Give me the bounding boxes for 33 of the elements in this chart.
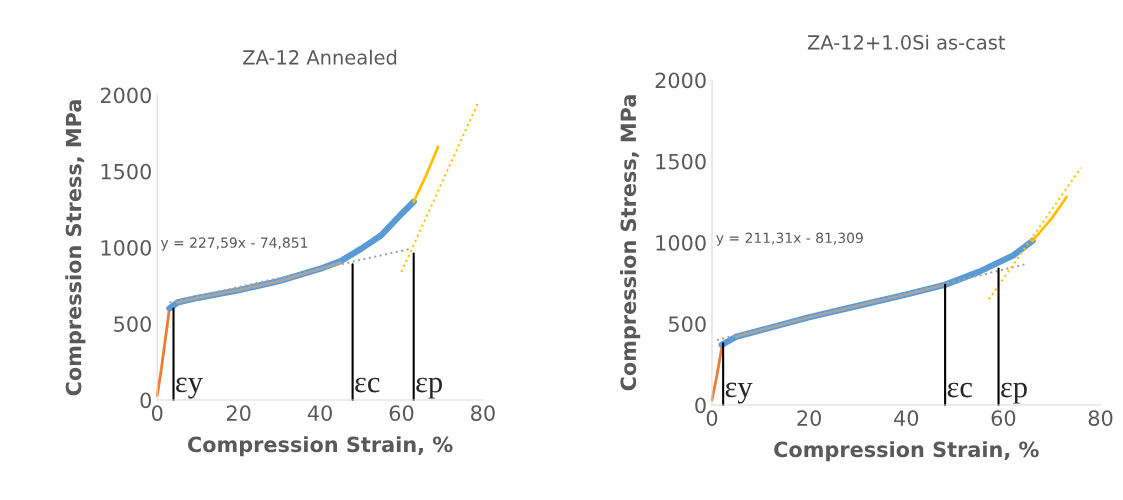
annotation: εp <box>416 377 442 399</box>
y-tick-label: 500 <box>668 316 706 332</box>
annotation: y = 211,31x - 81,309 <box>716 232 863 246</box>
x-tick-label: 0 <box>706 410 718 426</box>
annotation: εy <box>725 382 753 404</box>
x-tick-label: 60 <box>991 410 1016 426</box>
x-axis-title: Compression Strain, % <box>774 441 1039 462</box>
annotation: y = 227,59x - 74,851 <box>160 237 308 251</box>
y-tick-label: 1500 <box>656 153 706 170</box>
x-tick-label: 40 <box>307 405 332 421</box>
y-tick-label: 1000 <box>656 234 706 251</box>
x-axis-title: Compression Strain, % <box>187 436 453 457</box>
y-axis-title: Compression Stress, MPa <box>65 100 86 396</box>
x-tick-label: 60 <box>389 405 414 421</box>
x-tick-label: 80 <box>471 405 495 421</box>
y-tick-label: 1000 <box>101 239 151 256</box>
x-tick-label: 40 <box>894 410 919 426</box>
annotation: εp <box>1001 382 1027 404</box>
y-axis-title: Compression Stress, MPa <box>620 95 641 391</box>
annotation: εy <box>176 377 203 399</box>
y-tick-label: 500 <box>114 316 151 332</box>
y-tick-label: 0 <box>140 392 151 409</box>
y-tick-label: 1500 <box>101 163 151 180</box>
x-tick-label: 20 <box>797 410 821 426</box>
y-tick-label: 2000 <box>655 72 706 89</box>
annotation: εc <box>355 377 380 393</box>
x-tick-label: 80 <box>1088 410 1113 426</box>
chart-title: ZA-12+1.0Si as-cast <box>807 34 1006 50</box>
chart-title: ZA-12 Annealed <box>243 49 397 65</box>
annotation: εc <box>947 382 972 398</box>
x-tick-label: 0 <box>151 405 163 421</box>
x-tick-label: 20 <box>226 405 251 421</box>
y-tick-label: 2000 <box>100 87 151 104</box>
